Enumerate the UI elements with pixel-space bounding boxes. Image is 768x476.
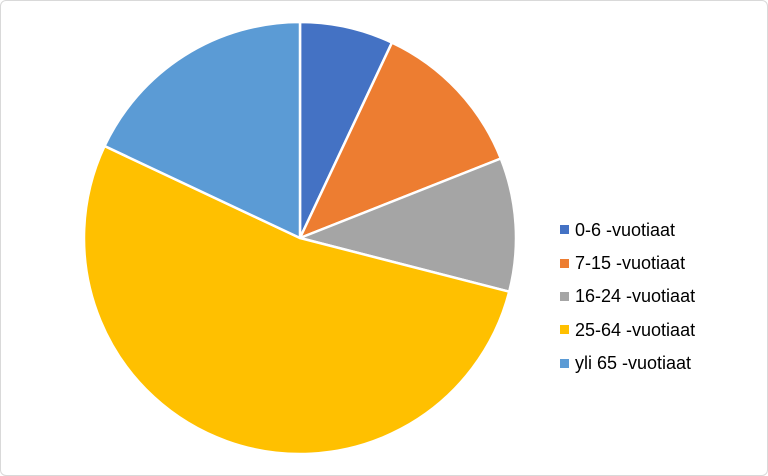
legend-label: 25-64 -vuotiaat [575, 319, 696, 340]
legend-swatch-icon [560, 358, 569, 368]
legend-label: 16-24 -vuotiaat [575, 286, 696, 307]
legend-item-25-64-vuotiaat[interactable]: 25-64 -vuotiaat [560, 313, 695, 346]
legend-swatch-icon [560, 325, 569, 335]
legend-label: 0-6 -vuotiaat [575, 219, 676, 240]
legend-swatch-icon [560, 225, 569, 235]
legend-swatch-icon [560, 258, 569, 268]
pie-slice-16-24-vuotiaat[interactable] [298, 157, 518, 293]
legend-swatch-icon [560, 291, 569, 301]
legend-item-yli-65-vuotiaat[interactable]: yli 65 -vuotiaat [560, 347, 695, 380]
legend-item-7-15-vuotiaat[interactable]: 7-15 -vuotiaat [560, 246, 695, 279]
pie-slice-25-64-vuotiaat[interactable] [82, 144, 511, 456]
legend-item-16-24-vuotiaat[interactable]: 16-24 -vuotiaat [560, 280, 695, 313]
pie-slice-yli-65-vuotiaat[interactable] [103, 20, 302, 240]
legend-item-0-6-vuotiaat[interactable]: 0-6 -vuotiaat [560, 213, 695, 246]
pie-slice-7-15-vuotiaat[interactable] [298, 41, 503, 240]
legend-label: 7-15 -vuotiaat [575, 253, 686, 274]
legend: 0-6 -vuotiaat 7-15 -vuotiaat 16-24 -vuotia… [560, 213, 695, 380]
legend-label: yli 65 -vuotiaat [575, 353, 692, 374]
